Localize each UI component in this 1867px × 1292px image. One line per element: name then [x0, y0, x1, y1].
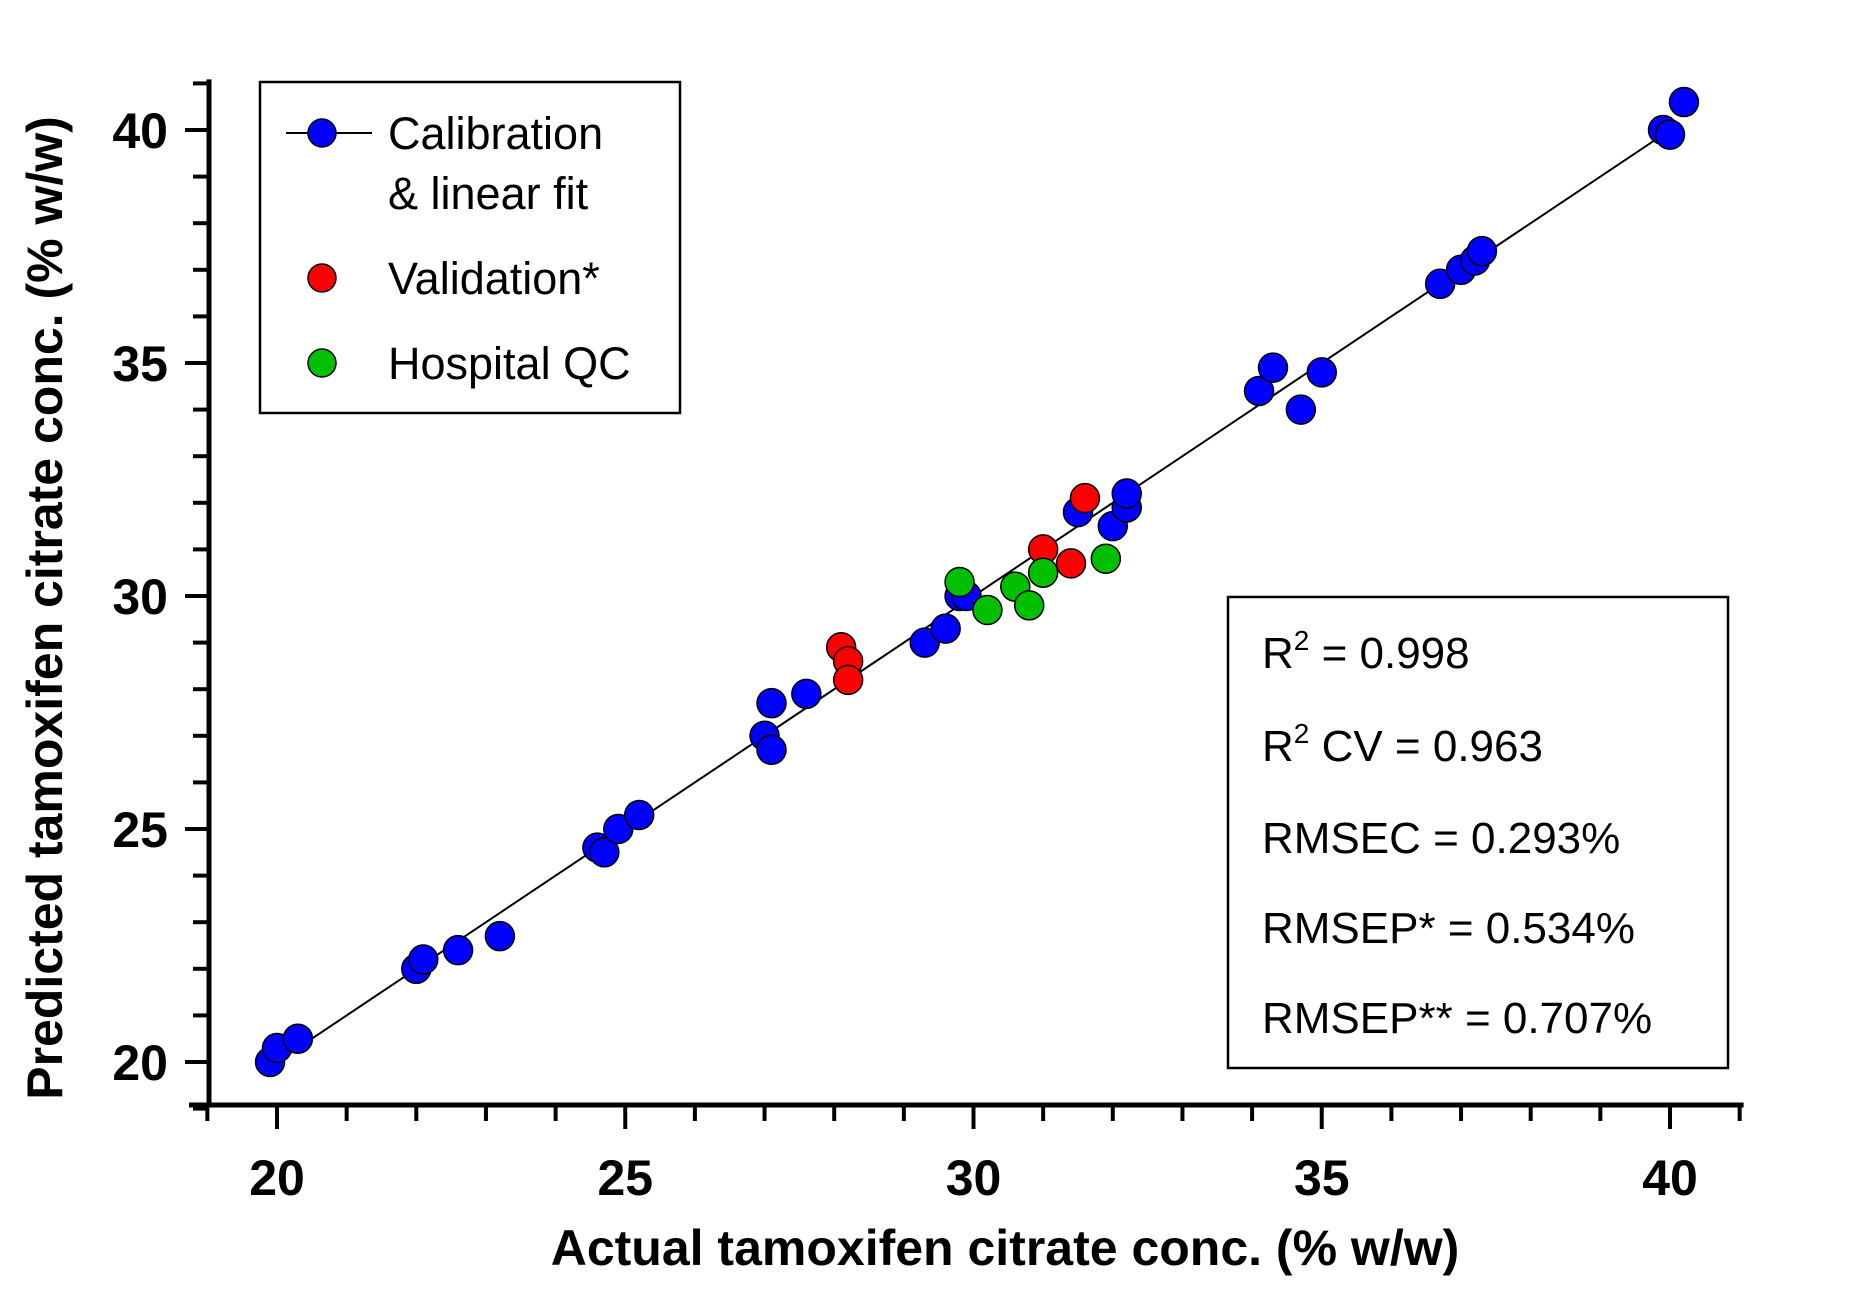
stat-rmsec: RMSEC = 0.293% — [1262, 814, 1620, 863]
legend-calibration-label: Calibration — [388, 108, 603, 159]
hospital-qc-point — [1090, 543, 1122, 574]
x-tick-label: 25 — [597, 1150, 653, 1206]
legend: Calibration & linear fit Validation* Hos… — [258, 80, 682, 415]
calibration-point — [442, 934, 474, 966]
legend-calibration-label-line2: & linear fit — [388, 168, 589, 219]
calibration-point — [1654, 119, 1686, 150]
legend-calibration-marker — [307, 118, 337, 148]
calibration-point — [1111, 478, 1142, 509]
validation-point — [1055, 548, 1087, 579]
calibration-point — [484, 920, 516, 952]
stat-r2-rest: = 0.998 — [1309, 629, 1469, 678]
legend-validation-label: Validation* — [388, 253, 600, 304]
calibration-point — [1466, 235, 1498, 267]
y-tick-label: 30 — [112, 569, 168, 625]
calibration-point — [589, 837, 620, 868]
stat-rmsep: RMSEP* = 0.534% — [1262, 904, 1635, 953]
y-tick-label: 20 — [112, 1035, 168, 1091]
y-tick-label: 40 — [112, 103, 168, 159]
stat-r2-cv-rest: CV = 0.963 — [1309, 722, 1543, 771]
y-tick-label: 35 — [112, 336, 168, 392]
stats-box: R2 = 0.998 R2 CV = 0.963 RMSEC = 0.293% … — [1226, 595, 1730, 1070]
stats-box-border — [1226, 595, 1730, 1070]
y-axis-title: Predicted tamoxifen citrate conc. (% w/w… — [17, 116, 73, 1100]
axes: 20 25 30 35 40 20 25 30 35 40 — [112, 79, 1744, 1206]
hospital-qc-point — [972, 594, 1003, 626]
x-tick-label: 35 — [1294, 1150, 1350, 1206]
calibration-point — [623, 799, 655, 831]
legend-validation-marker — [307, 263, 337, 293]
calibration-point — [1668, 86, 1700, 118]
calibration-point — [408, 944, 439, 975]
stat-r2-cv-main: R — [1262, 722, 1294, 771]
calibration-point — [1243, 375, 1275, 407]
calibration-point — [1285, 394, 1317, 425]
legend-hospital-qc-label: Hospital QC — [388, 338, 631, 389]
validation-point — [1069, 482, 1101, 514]
calibration-point — [1306, 357, 1337, 388]
x-axis-title: Actual tamoxifen citrate conc. (% w/w) — [551, 1220, 1460, 1276]
data-points — [254, 86, 1700, 1078]
stat-r2-cv: R2 CV = 0.963 — [1262, 718, 1543, 771]
validation-point — [832, 664, 864, 696]
x-tick-label: 20 — [249, 1150, 305, 1206]
stat-r2-cv-sup: 2 — [1294, 718, 1310, 749]
calibration-point — [791, 678, 822, 710]
calibration-point — [756, 734, 787, 766]
calibration-point — [282, 1023, 314, 1054]
hospital-qc-point — [1027, 557, 1059, 588]
hospital-qc-point — [1013, 590, 1045, 621]
calibration-point — [756, 687, 787, 719]
hospital-qc-point — [944, 566, 975, 598]
calibration-point — [1257, 352, 1289, 383]
stat-r2-main: R — [1262, 629, 1294, 678]
x-tick-label: 40 — [1642, 1150, 1698, 1206]
calibration-point — [930, 613, 961, 644]
y-tick-label: 25 — [112, 802, 168, 858]
x-tick-label: 30 — [946, 1150, 1002, 1206]
stat-r2-sup: 2 — [1294, 625, 1310, 656]
legend-hospital-qc-marker — [307, 348, 337, 378]
stat-rmsep-2: RMSEP** = 0.707% — [1262, 994, 1652, 1043]
stat-r2: R2 = 0.998 — [1262, 625, 1470, 678]
